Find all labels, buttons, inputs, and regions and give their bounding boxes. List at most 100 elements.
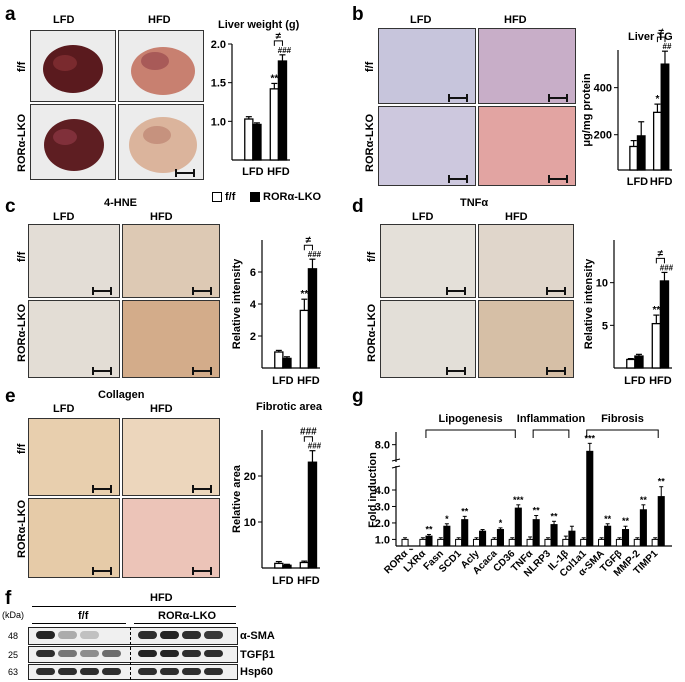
panel-a-col-lfd: LFD	[53, 14, 75, 26]
chart-g-bar	[490, 538, 498, 547]
chart-a-cat-label: HFD	[267, 166, 290, 178]
chart-c-ytick-label: 4	[250, 299, 257, 311]
ihc-tnfa-lko-hfd	[478, 300, 574, 378]
chart-a-title: Liver weight (g)	[218, 19, 300, 31]
chart-g-ytick-label: 8.0	[375, 440, 390, 452]
chart-c-stars: **	[300, 289, 308, 300]
legend-ff-label: f/f	[225, 191, 236, 203]
chart-d-ytick-label: 10	[596, 278, 608, 290]
panel-d-scale-2	[546, 287, 566, 295]
chart-g-bar	[514, 507, 522, 547]
blot-band	[58, 650, 77, 657]
chart-g-bar	[550, 524, 558, 547]
ihc-4hne-ff-hfd	[122, 224, 220, 298]
chart-g-group-label: Inflammation	[517, 413, 586, 425]
chart-g-bar	[526, 538, 534, 547]
chart-g-bar	[508, 538, 516, 547]
panel-g-letter: g	[352, 386, 364, 407]
chart-g-stars: **	[425, 524, 433, 534]
blot-band	[160, 631, 179, 639]
chart-g-group-bracket	[586, 429, 659, 438]
blot-band	[102, 668, 121, 675]
chart-g-bar	[580, 538, 588, 547]
chart-b-ytick-label: 200	[594, 130, 612, 142]
chart-g-group-label: Fibrosis	[601, 413, 644, 425]
chart-g-bar	[496, 529, 504, 547]
chart-c-ylabel: Relative intensity	[231, 258, 243, 349]
legend-ff-swatch	[212, 192, 222, 202]
blot-band	[80, 631, 99, 639]
blot-band	[204, 668, 223, 675]
panel-e-scale-2	[192, 485, 212, 493]
chart-d-stars: **	[652, 305, 660, 316]
chart-g-stars: **	[551, 511, 559, 521]
chart-g-bar	[472, 538, 481, 547]
panel-f-hfd-line	[32, 606, 236, 607]
chart-a-neq: ≠	[276, 31, 282, 42]
chart-g-bar	[604, 525, 612, 547]
chart-b-neq: ≠	[658, 27, 664, 38]
panel-c-col-lfd: LFD	[53, 211, 75, 223]
chart-g-ytick-label: 1.0	[375, 534, 390, 546]
chart-g-stars: ***	[585, 433, 596, 443]
panel-d-scale-4	[546, 367, 566, 375]
panel-f-kda: (kDa)	[2, 610, 24, 620]
chart-b-hashes: ##	[663, 42, 672, 51]
chart-g-stars: **	[640, 495, 648, 505]
chart-g-bar	[461, 519, 469, 547]
blot-band	[58, 631, 77, 639]
chart-g-bar	[615, 538, 623, 547]
chart-c-cat-label: HFD	[297, 375, 320, 387]
chart-g-ytick-label: 2.0	[375, 518, 390, 530]
chart-b-cat-label: HFD	[650, 176, 673, 188]
chart-e-neq: ###	[300, 427, 317, 438]
chart-b-title: Liver TG	[628, 31, 673, 43]
blot-band	[36, 650, 55, 657]
blot-band	[182, 631, 201, 639]
panel-c-col-hfd: HFD	[150, 211, 173, 223]
panel-d-col-hfd: HFD	[505, 211, 528, 223]
blot-band	[160, 668, 179, 675]
ihc-4hne-lko-hfd	[122, 300, 220, 378]
blot-band	[58, 668, 77, 675]
chart-c-ytick-label: 2	[250, 331, 256, 343]
chart-g-ytick-label: 3.0	[375, 501, 390, 513]
ihc-4hne-lko-lfd	[28, 300, 120, 378]
panel-d-scale-1	[446, 287, 466, 295]
chart-c-hashes: ###	[308, 250, 322, 259]
chart-d-hashes: ###	[660, 263, 674, 272]
chart-g-axis-break-2	[391, 465, 401, 469]
protein-tgfb1: TGFβ1	[240, 649, 275, 661]
chart-d-ytick-label: 5	[602, 320, 608, 332]
panel-b-scale-2	[548, 94, 568, 102]
panel-b-scale-4	[548, 175, 568, 183]
panel-a-col-hfd: HFD	[148, 14, 171, 26]
chart-a-ytick-label: 1.0	[211, 116, 226, 128]
mw-48: 48	[8, 631, 19, 641]
chart-b-ylabel: μg/mg protein	[581, 73, 593, 147]
blot-band	[36, 631, 55, 639]
panel-e-scale-4	[192, 567, 212, 575]
protein-asma: α-SMA	[240, 630, 275, 642]
chart-e-cat-label: LFD	[272, 575, 293, 587]
chart-d-neq: ≠	[658, 248, 664, 259]
panel-e-scale-3	[92, 567, 112, 575]
panel-c-scale-3	[92, 367, 112, 375]
chart-g-bar	[419, 538, 427, 547]
chart-g-stars: **	[533, 506, 541, 516]
blot-band	[204, 650, 223, 657]
he-stain-ff-hfd	[478, 28, 576, 104]
chart-b-ytick-label: 400	[594, 83, 612, 95]
blot-band	[102, 650, 121, 657]
panel-a-scale-bar	[175, 169, 195, 177]
panel-f-lko-line	[134, 623, 236, 624]
chart-g-bar	[455, 538, 463, 547]
panel-d-title: TNFα	[460, 197, 489, 209]
protein-hsp60: Hsp60	[240, 666, 274, 678]
chart-g-bar	[586, 450, 594, 547]
chart-e-ylabel: Relative area	[231, 464, 243, 533]
he-stain-lko-lfd	[378, 106, 476, 186]
chart-g-group-bracket	[532, 429, 570, 438]
